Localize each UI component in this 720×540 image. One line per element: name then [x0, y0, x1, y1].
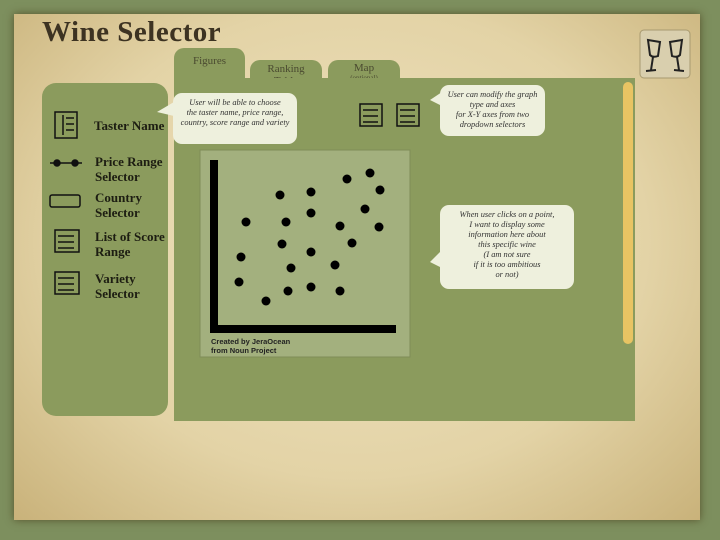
text-line: or not) [495, 270, 519, 279]
text-line: for X-Y axes from two [455, 110, 530, 119]
text-line: Created by JeraOcean [211, 337, 291, 346]
tab-ranking[interactable]: Ranking Table [250, 60, 322, 87]
sidebar-item[interactable]: Taster Name [94, 118, 165, 133]
tab-label: Map [353, 62, 375, 74]
sidebar-icons [49, 103, 420, 295]
text-line: this specific wine [478, 240, 536, 249]
text-line: User will be able to choose [189, 98, 281, 107]
text-line: When user clicks on a point, [459, 210, 555, 219]
callout: When user clicks on a point, I want to di… [440, 205, 574, 289]
sidebar-item[interactable]: Country Selector [95, 190, 142, 220]
callout-pointers [157, 92, 442, 268]
text-line: type and axes [469, 100, 516, 109]
figure-credit: Created by JeraOcean from Noun Project [211, 337, 290, 355]
scrollbar[interactable] [623, 82, 633, 344]
scatter-icon [199, 149, 411, 358]
text-line: I want to display some [469, 220, 545, 229]
sidebar-item[interactable]: List of Score Range [95, 229, 165, 259]
tab-label: Figures [193, 55, 226, 67]
text-line: User can modify the graph [447, 90, 538, 99]
text-line: from Noun Project [211, 346, 277, 355]
callout: User can modify the graph type and axes fo… [440, 85, 545, 136]
text-line: information here about [468, 230, 546, 239]
tab-figures[interactable]: Figures [174, 48, 245, 80]
sidebar-item[interactable]: Variety Selector [95, 271, 140, 301]
text-line: if it is too ambitious [473, 260, 541, 269]
sidebar-item[interactable]: Price Range Selector [95, 154, 163, 184]
text-line: country, score range and variety [180, 118, 290, 127]
text-line: the taster name, price range, [186, 108, 284, 117]
wine-glass-icon [639, 29, 691, 79]
callout: User will be able to choose the taster na… [173, 93, 297, 144]
app-title: Wine Selector [42, 16, 222, 48]
text-line: dropdown selectors [459, 120, 526, 129]
text-line: (I am not sure [483, 250, 531, 259]
